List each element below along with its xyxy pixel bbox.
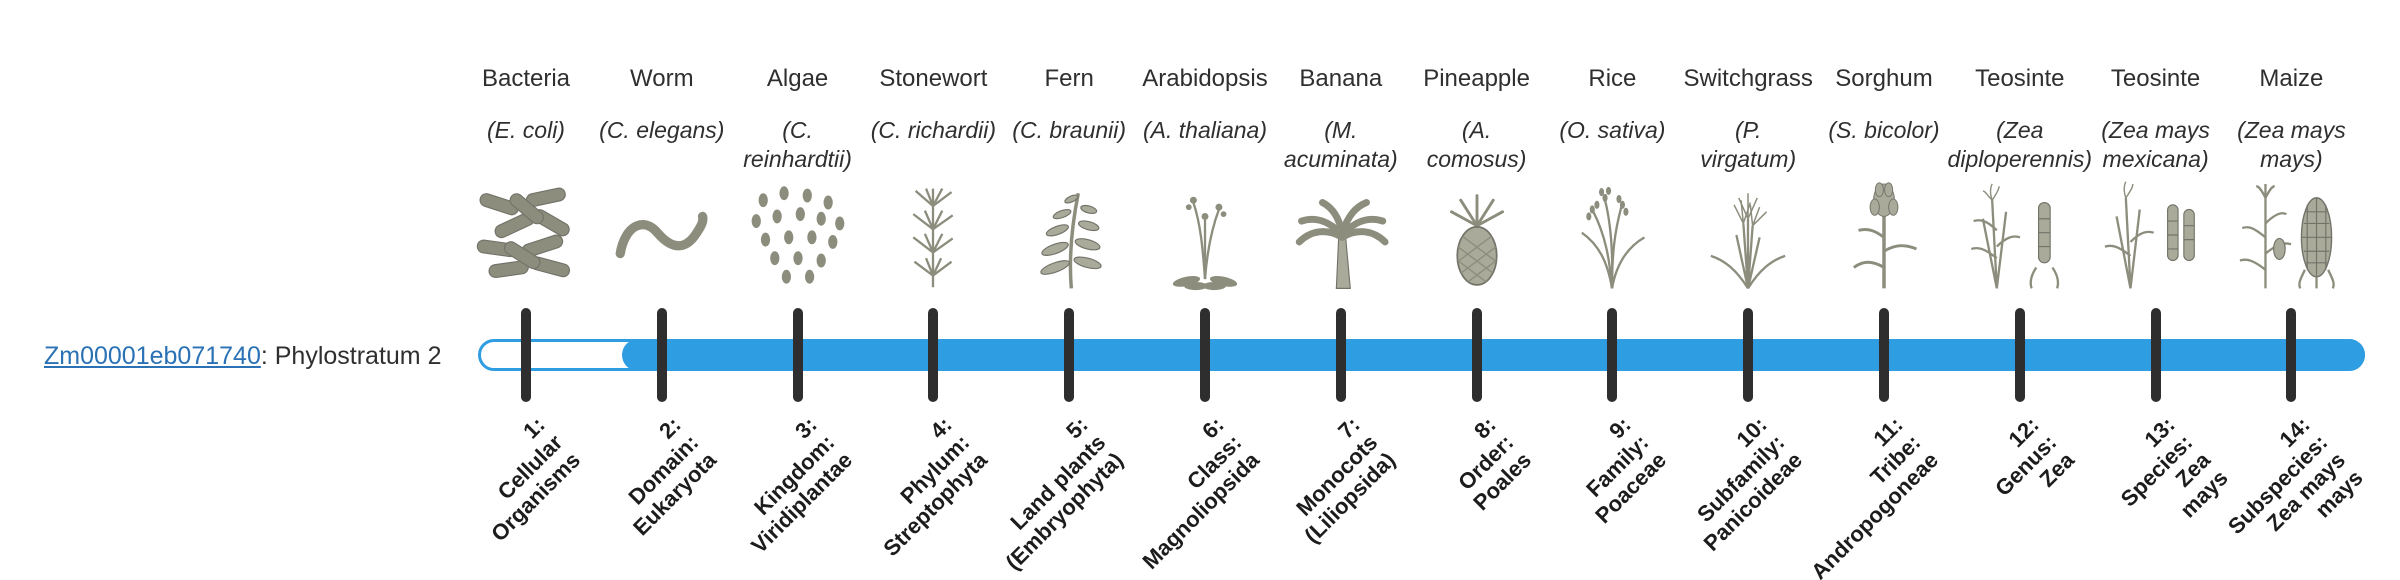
tick-mark: [1064, 308, 1075, 402]
organism-common-name: Switchgrass: [1683, 65, 1813, 92]
organism-common-name: Arabidopsis: [1142, 65, 1268, 92]
phylostratum-column: Pineapple (A. comosus) 8: Order: Poales: [1387, 0, 1567, 580]
tick-mark: [1743, 308, 1754, 402]
organism-common-name: Algae: [766, 65, 829, 92]
phylostratum-column: Rice (O. sativa) 9: Family: Poaceae: [1522, 0, 1702, 580]
phylostratum-column: Teosinte (Zea mays mexicana) 13: Species…: [2066, 0, 2246, 580]
organism-scientific-name: (Zea mays mays): [2237, 117, 2346, 172]
teosinte-mexicana-icon: [2098, 176, 2214, 294]
phylostratum-column: Teosinte (Zea diploperennis) 12: Genus: …: [1930, 0, 2110, 580]
organism-scientific-name: (E. coli): [487, 117, 565, 143]
gene-phylostratum-text: : Phylostratum 2: [260, 342, 442, 370]
organism-scientific-name: (C. reinhardtii): [743, 117, 852, 172]
bacteria-icon: [468, 176, 584, 294]
organism-common-name: Sorghum: [1835, 65, 1933, 92]
pineapple-icon: [1419, 176, 1535, 294]
phylostratum-column: Fern (C. braunii) 5: Land plants (Embryo…: [979, 0, 1159, 580]
tick-mark: [1879, 308, 1889, 402]
phylostratum-column: Bacteria (E. coli) 1: Cellular Organisms: [436, 0, 616, 580]
organism-common-name: Teosinte: [1975, 65, 2065, 92]
timeline-fill: [621, 339, 2365, 371]
organism-scientific-name: (M. acuminata): [1283, 117, 1398, 172]
tick-mark: [1335, 308, 1346, 402]
arabidopsis-icon: [1147, 176, 1263, 294]
organism-common-name: Bacteria: [481, 65, 571, 92]
organism-scientific-name: (C. richardii): [870, 117, 996, 143]
phylostratum-column: Arabidopsis (A. thaliana) 6: Class: Magn…: [1115, 0, 1295, 580]
organism-scientific-name: (C. braunii): [1012, 117, 1127, 143]
tick-mark: [2286, 308, 2297, 402]
phylostratum-column: Banana (M. acuminata) 7: Monocots (Lilio…: [1251, 0, 1431, 580]
gene-link[interactable]: Zm00001eb071740: [44, 342, 261, 370]
tick-mark: [928, 308, 939, 402]
teosinte-diploperennis-icon: [1962, 176, 2078, 294]
maize-icon: [2233, 176, 2349, 294]
organism-common-name: Pineapple: [1423, 65, 1530, 92]
fern-icon: [1011, 176, 1127, 294]
algae-icon: [740, 176, 856, 294]
tick-mark: [1471, 308, 1482, 402]
organism-scientific-name: (A. comosus): [1426, 117, 1527, 172]
gene-label: Zm00001eb071740: Phylostratum 2: [44, 341, 442, 371]
organism-common-name: Worm: [630, 65, 694, 92]
rice-icon: [1554, 176, 1670, 294]
organism-common-name: Fern: [1044, 65, 1094, 92]
sorghum-icon: [1826, 176, 1942, 294]
organism-scientific-name: (O. sativa): [1559, 117, 1666, 143]
organism-scientific-name: (P. virgatum): [1700, 117, 1797, 172]
phylostratum-column: Algae (C. reinhardtii) 3: Kingdom: Virid…: [708, 0, 888, 580]
organism-scientific-name: (Zea diploperennis): [1947, 117, 2093, 172]
organism-common-name: Teosinte: [2110, 65, 2201, 92]
phylostratum-column: Switchgrass (P. virgatum) 10: Subfamily:…: [1658, 0, 1838, 580]
organism-scientific-name: (S. bicolor): [1828, 117, 1940, 143]
tick-mark: [656, 308, 667, 402]
phylostratum-column: Stonewort (C. richardii) 4: Phylum: Stre…: [843, 0, 1023, 580]
organism-common-name: Maize: [2259, 65, 2324, 92]
tick-mark: [1607, 308, 1618, 402]
organism-common-name: Stonewort: [879, 65, 988, 92]
tick-mark: [1200, 308, 1210, 402]
phylostratum-column: Maize (Zea mays mays) 14: Subspecies: Ze…: [2201, 0, 2381, 580]
stonewort-icon: [875, 176, 991, 294]
phylostratum-column: Sorghum (S. bicolor) 11: Tribe: Andropog…: [1794, 0, 1974, 580]
organism-common-name: Rice: [1588, 65, 1637, 92]
tick-mark: [521, 308, 531, 402]
tick-mark: [2150, 308, 2161, 402]
organism-scientific-name: (C. elegans): [599, 117, 725, 143]
worm-icon: [604, 176, 720, 294]
organism-scientific-name: (Zea mays mexicana): [2101, 117, 2210, 172]
organism-common-name: Banana: [1299, 65, 1383, 92]
phylostratum-column: Worm (C. elegans) 2: Domain: Eukaryota: [572, 0, 752, 580]
organism-scientific-name: (A. thaliana): [1142, 117, 1267, 143]
tick-mark: [792, 308, 803, 402]
banana-icon: [1283, 176, 1399, 294]
tick-mark: [2014, 308, 2025, 402]
switchgrass-icon: [1690, 176, 1806, 294]
